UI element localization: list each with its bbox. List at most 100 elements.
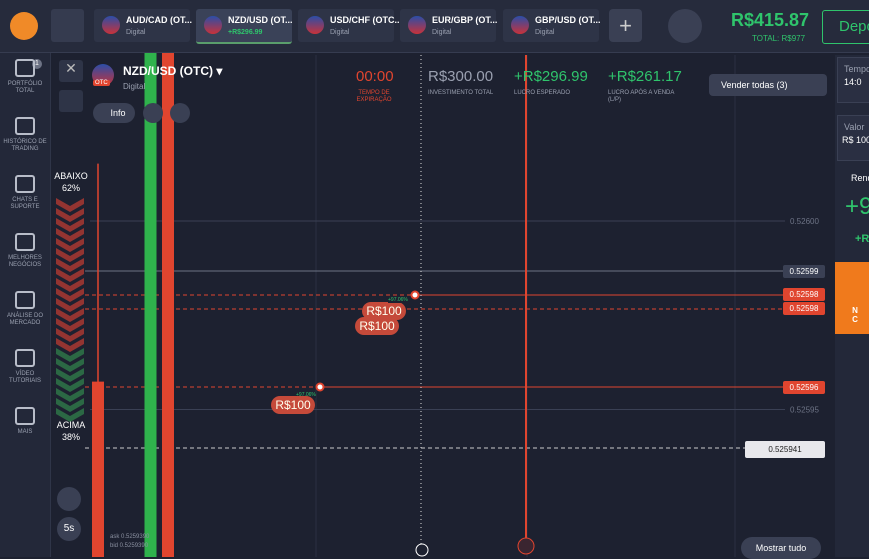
asset-tab[interactable]: AUD/CAD (OT... Digital [94, 9, 192, 42]
sidebar-item[interactable]: MAIS [0, 407, 50, 436]
grid-button[interactable] [51, 9, 84, 42]
y-tick-label: 0.52595 [790, 406, 819, 415]
expiry-icon [415, 543, 429, 557]
tab-name: NZD/USD (OT... [228, 15, 293, 25]
sentiment-chevron [56, 378, 84, 392]
price-label: 0.525941 [745, 441, 825, 458]
tab-sub: Digital [432, 29, 452, 36]
time-box[interactable]: Tempo 14:0 [837, 57, 869, 103]
sidebar-label: CHATS E SUPORTE [10, 197, 40, 210]
sentiment-chevron [56, 198, 84, 212]
tab-flag [102, 16, 120, 34]
alert-button[interactable] [143, 103, 163, 123]
sell-all-button[interactable]: Vender todas (3) [709, 74, 827, 96]
tab-sub: Digital [330, 29, 350, 36]
trade-bubble[interactable]: R$100 [355, 317, 399, 335]
sidebar-icon [15, 233, 35, 251]
asset-tab[interactable]: NZD/USD (OT... +R$296.99 [196, 9, 293, 44]
sidebar-icon [15, 117, 35, 135]
tab-name: EUR/GBP (OT... [432, 15, 498, 25]
stat: R$300.00 INVESTIMENTO TOTAL [428, 68, 503, 97]
return-label: Rend [851, 173, 869, 183]
favorite-button[interactable] [170, 103, 190, 123]
sentiment-chevron [56, 258, 84, 272]
sentiment-chevron [56, 388, 84, 402]
stat-value: +R$261.17 [608, 68, 682, 85]
close-chart[interactable]: ✕ [59, 60, 83, 82]
y-tick-label: 0.52600 [790, 217, 819, 226]
sentiment-chevron [56, 278, 84, 292]
sentiment-chevron [56, 398, 84, 412]
quotes: ask 0.5259390 bid 0.5259390 [110, 533, 149, 551]
asset-tab[interactable]: EUR/GBP (OT... Digital [400, 9, 498, 42]
otc-badge: OTC [93, 80, 110, 86]
tab-name: AUD/CAD (OT... [126, 15, 192, 25]
sidebar-item[interactable]: CHATS E SUPORTE [0, 175, 50, 211]
candle-body [162, 0, 174, 557]
portfolio-badge: 1 [32, 59, 42, 69]
asset-name[interactable]: NZD/USD (OTC) ▾ [123, 64, 223, 78]
sentiment-chevron [56, 328, 84, 342]
add-tab[interactable]: + [609, 9, 642, 42]
expand-chart[interactable] [59, 90, 83, 112]
amount-box[interactable]: Valor R$ 100 [837, 115, 869, 161]
trade-bubble[interactable]: R$100 [362, 302, 406, 320]
sidebar-item[interactable]: HISTÓRICO DE TRADING [0, 117, 50, 153]
sidebar-icon [15, 59, 35, 77]
deposit-button[interactable]: Depo [822, 10, 869, 44]
show-all-button[interactable]: Mostrar tudo [741, 537, 821, 559]
sentiment-down-label: ABAIXO [54, 171, 88, 181]
tab-sub: Digital [535, 29, 555, 36]
sidebar-item[interactable]: VÍDEO TUTORIAIS [0, 349, 50, 385]
candle-body [144, 0, 157, 557]
sentiment-chevron [56, 248, 84, 262]
sidebar-label: ANÁLISE DO MERCADO [6, 313, 43, 326]
sentiment-chevron [56, 238, 84, 252]
sentiment-up-label: ACIMA [56, 420, 86, 430]
tab-sub: Digital [126, 29, 146, 36]
sentiment-down-pct: 62% [61, 183, 80, 193]
sidebar-item[interactable]: ANÁLISE DO MERCADO [0, 291, 50, 327]
asset-tab[interactable]: USD/CHF (OTC... Digital [298, 9, 402, 42]
asset-name-text[interactable]: NZD/USD (OTC) [123, 64, 213, 78]
tab-flag [306, 16, 324, 34]
balance[interactable]: R$415.87 [731, 10, 810, 30]
sidebar-label: VÍDEO TUTORIAIS [9, 371, 41, 384]
camera-button[interactable] [668, 9, 702, 43]
tab-name: GBP/USD (OT... [535, 15, 601, 25]
sentiment-chevron [56, 368, 84, 382]
asset-tab[interactable]: GBP/USD (OT... Digital [503, 9, 601, 42]
sidebar-icon [15, 175, 35, 193]
sidebar-item[interactable]: PORTFÓLIO TOTAL [0, 59, 50, 95]
tab-flag [511, 16, 529, 34]
time-value: 14:0 [844, 77, 862, 87]
sentiment-down: ABAIXO 62% [54, 170, 88, 194]
sidebar-icon [15, 407, 35, 425]
trade-point [410, 290, 420, 300]
price-label: 0.52596 [783, 381, 825, 394]
sentiment-chevron [56, 358, 84, 372]
stat: 00:00 TEMPO DE EXPIRAÇÃO [344, 68, 404, 104]
stat-value: 00:00 [356, 68, 394, 85]
logo[interactable] [10, 12, 38, 40]
info-button[interactable]: Info [93, 103, 135, 123]
trade-bubble[interactable]: R$100 [271, 396, 315, 414]
stat-label: LUCRO APÓS A VENDA (L/P) [608, 90, 675, 103]
sidebar-label: MAIS [17, 429, 33, 435]
chart-type-button[interactable] [57, 487, 81, 511]
sentiment-chevron [56, 408, 84, 422]
stat-label: TEMPO DE EXPIRAÇÃO [356, 90, 392, 103]
sidebar-item[interactable]: MELHORES NEGÓCIOS [0, 233, 50, 269]
stat-value: +R$296.99 [514, 68, 588, 85]
sidebar-icon [15, 349, 35, 367]
sentiment-chevron [56, 318, 84, 332]
stat: +R$261.17 LUCRO APÓS A VENDA (L/P) [608, 68, 683, 104]
sidebar-label: MELHORES NEGÓCIOS [8, 255, 42, 268]
sentiment-chevron [56, 208, 84, 222]
tab-flag [408, 16, 426, 34]
interval-button[interactable]: 5s [57, 517, 81, 541]
deadline-icon [517, 537, 535, 555]
